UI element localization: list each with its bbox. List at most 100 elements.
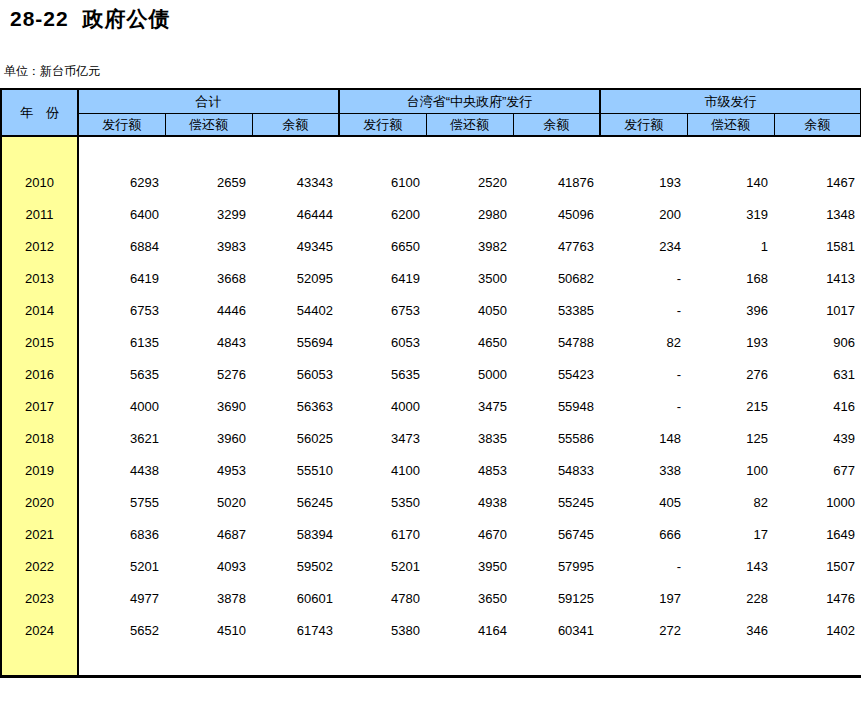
value-cell: 1017 bbox=[774, 294, 861, 326]
value-cell: 5201 bbox=[78, 550, 165, 582]
value-cell: 3878 bbox=[165, 582, 252, 614]
value-cell: 5380 bbox=[339, 614, 426, 646]
value-cell: 55245 bbox=[513, 486, 600, 518]
value-cell: 272 bbox=[600, 614, 687, 646]
value-cell: 4100 bbox=[339, 454, 426, 486]
value-cell: 4853 bbox=[426, 454, 513, 486]
value-cell: 54788 bbox=[513, 326, 600, 358]
year-cell: 2023 bbox=[1, 582, 78, 614]
value-cell: 4438 bbox=[78, 454, 165, 486]
table-row: 202252014093595025201395057995-1431507 bbox=[1, 550, 861, 582]
value-cell: 5652 bbox=[78, 614, 165, 646]
sub-header-balance: 余额 bbox=[513, 114, 600, 137]
value-cell: 3475 bbox=[426, 390, 513, 422]
value-cell: 1467 bbox=[774, 166, 861, 198]
value-cell: 1507 bbox=[774, 550, 861, 582]
value-cell: 47763 bbox=[513, 230, 600, 262]
value-cell: 3668 bbox=[165, 262, 252, 294]
value-cell: 1413 bbox=[774, 262, 861, 294]
value-cell: - bbox=[600, 294, 687, 326]
value-cell: 405 bbox=[600, 486, 687, 518]
value-cell: 125 bbox=[687, 422, 774, 454]
value-cell: 5755 bbox=[78, 486, 165, 518]
value-cell: 4670 bbox=[426, 518, 513, 550]
value-cell: 6135 bbox=[78, 326, 165, 358]
value-cell: 168 bbox=[687, 262, 774, 294]
value-cell: 1000 bbox=[774, 486, 861, 518]
value-cell: 56745 bbox=[513, 518, 600, 550]
value-cell: 4050 bbox=[426, 294, 513, 326]
value-cell: 140 bbox=[687, 166, 774, 198]
table-row: 20126884398349345665039824776323411581 bbox=[1, 230, 861, 262]
year-cell: 2012 bbox=[1, 230, 78, 262]
value-cell: 5201 bbox=[339, 550, 426, 582]
value-cell: 6100 bbox=[339, 166, 426, 198]
year-cell: 2014 bbox=[1, 294, 78, 326]
value-cell: 59125 bbox=[513, 582, 600, 614]
value-cell: 4446 bbox=[165, 294, 252, 326]
value-cell: 6419 bbox=[78, 262, 165, 294]
spacer-top-section bbox=[1, 136, 861, 166]
value-cell: - bbox=[600, 550, 687, 582]
value-cell: 4953 bbox=[165, 454, 252, 486]
value-cell: 2980 bbox=[426, 198, 513, 230]
year-column-spacer bbox=[1, 136, 78, 166]
value-cell: - bbox=[600, 262, 687, 294]
table-row: 202168364687583946170467056745666171649 bbox=[1, 518, 861, 550]
value-cell: 55948 bbox=[513, 390, 600, 422]
value-cell: 52095 bbox=[252, 262, 339, 294]
value-cell: 906 bbox=[774, 326, 861, 358]
value-cell: 197 bbox=[600, 582, 687, 614]
value-cell: 6200 bbox=[339, 198, 426, 230]
value-cell: 4780 bbox=[339, 582, 426, 614]
sub-header-repaid: 偿还额 bbox=[687, 114, 774, 137]
table-row: 2010629326594334361002520418761931401467 bbox=[1, 166, 861, 198]
page-title: 28-22 政府公债 bbox=[10, 5, 170, 33]
value-cell: 6170 bbox=[339, 518, 426, 550]
value-cell: 631 bbox=[774, 358, 861, 390]
value-cell: 3960 bbox=[165, 422, 252, 454]
value-cell: - bbox=[600, 390, 687, 422]
value-cell: 1348 bbox=[774, 198, 861, 230]
value-cell: 1476 bbox=[774, 582, 861, 614]
value-cell: 200 bbox=[600, 198, 687, 230]
value-cell: 1649 bbox=[774, 518, 861, 550]
value-cell: 3835 bbox=[426, 422, 513, 454]
year-column-header: 年 份 bbox=[1, 89, 78, 136]
value-cell: 6836 bbox=[78, 518, 165, 550]
value-cell: 234 bbox=[600, 230, 687, 262]
value-cell: 5276 bbox=[165, 358, 252, 390]
value-cell: 3650 bbox=[426, 582, 513, 614]
year-cell: 2019 bbox=[1, 454, 78, 486]
table-row: 201740003690563634000347555948-215416 bbox=[1, 390, 861, 422]
value-cell: 82 bbox=[687, 486, 774, 518]
year-cell: 2021 bbox=[1, 518, 78, 550]
value-cell: 3473 bbox=[339, 422, 426, 454]
value-cell: 4510 bbox=[165, 614, 252, 646]
value-cell: 6753 bbox=[78, 294, 165, 326]
value-cell: 1402 bbox=[774, 614, 861, 646]
value-cell: 677 bbox=[774, 454, 861, 486]
year-cell: 2017 bbox=[1, 390, 78, 422]
value-cell: 3690 bbox=[165, 390, 252, 422]
table-row: 201944384953555104100485354833338100677 bbox=[1, 454, 861, 486]
value-cell: 59502 bbox=[252, 550, 339, 582]
table-row: 201836213960560253473383555586148125439 bbox=[1, 422, 861, 454]
table-row: 20156135484355694605346505478882193906 bbox=[1, 326, 861, 358]
value-cell: 2520 bbox=[426, 166, 513, 198]
value-cell: 319 bbox=[687, 198, 774, 230]
value-cell: 4938 bbox=[426, 486, 513, 518]
year-cell: 2024 bbox=[1, 614, 78, 646]
spacer-bottom-section bbox=[1, 646, 861, 676]
table-row: 201364193668520956419350050682-1681413 bbox=[1, 262, 861, 294]
value-cell: 6884 bbox=[78, 230, 165, 262]
value-cell: 56245 bbox=[252, 486, 339, 518]
value-cell: 5635 bbox=[339, 358, 426, 390]
value-cell: 5020 bbox=[165, 486, 252, 518]
value-cell: 3982 bbox=[426, 230, 513, 262]
year-cell: 2018 bbox=[1, 422, 78, 454]
sub-header-balance: 余额 bbox=[252, 114, 339, 137]
value-cell: 143 bbox=[687, 550, 774, 582]
table-row: 2011640032994644462002980450962003191348 bbox=[1, 198, 861, 230]
value-cell: 55423 bbox=[513, 358, 600, 390]
